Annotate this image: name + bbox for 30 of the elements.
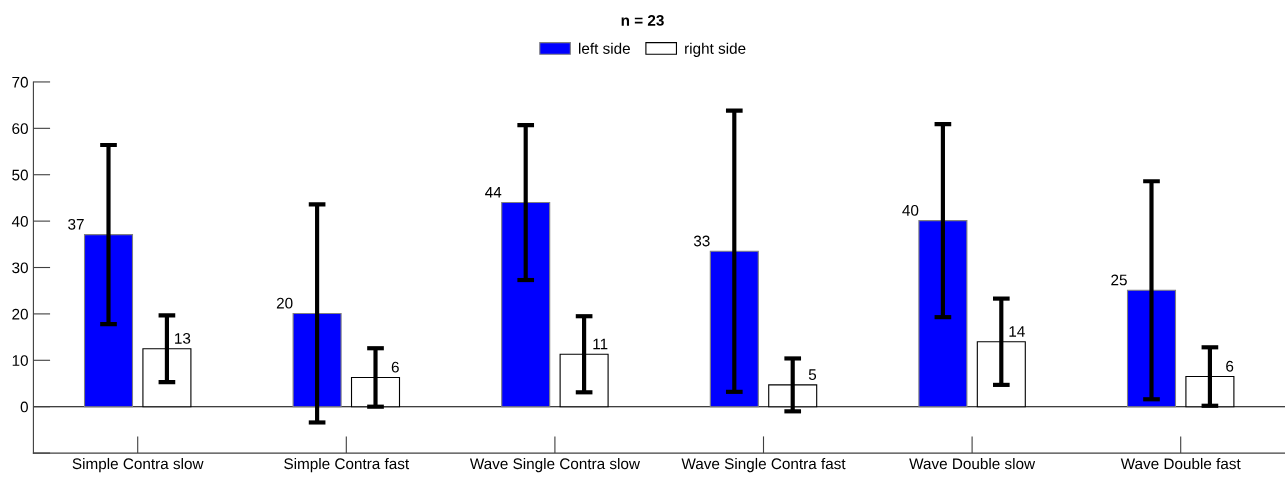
data-label: 37	[68, 218, 84, 230]
data-label: 11	[593, 338, 608, 350]
y-tick-label: 20	[12, 308, 28, 320]
y-tick-label: 60	[12, 123, 28, 135]
data-label: 6	[1226, 360, 1234, 372]
y-tick-label: 0	[20, 401, 28, 413]
data-label: 25	[1111, 274, 1127, 286]
data-label: 14	[1009, 326, 1025, 337]
x-tick-label: Wave Single Contra fast	[681, 457, 846, 473]
data-label: 44	[485, 187, 502, 198]
x-tick-label: Wave Single Contra slow	[469, 457, 640, 473]
data-label: 40	[902, 204, 919, 216]
y-tick-label: 50	[12, 169, 28, 181]
y-tick-label: 70	[12, 76, 28, 88]
x-tick-label: Simple Contra fast	[284, 457, 410, 473]
bar	[501, 202, 551, 408]
legend-label: right side	[685, 42, 746, 57]
x-tick-label: Wave Double slow	[909, 457, 1036, 470]
data-label: 13	[175, 333, 191, 344]
x-tick-label: Simple Contra slow	[72, 457, 204, 473]
data-label: 20	[276, 297, 293, 309]
data-label: 33	[693, 235, 710, 247]
x-tick-label: Wave Double fast	[1120, 457, 1241, 470]
y-tick-label: 40	[11, 215, 28, 227]
y-tick-label: 30	[12, 262, 28, 274]
y-tick-label: 10	[12, 355, 28, 366]
chart-title: n = 23	[621, 14, 664, 26]
data-label: 6	[391, 361, 399, 373]
data-label: 5	[808, 369, 817, 381]
legend-label: left side	[579, 42, 630, 54]
